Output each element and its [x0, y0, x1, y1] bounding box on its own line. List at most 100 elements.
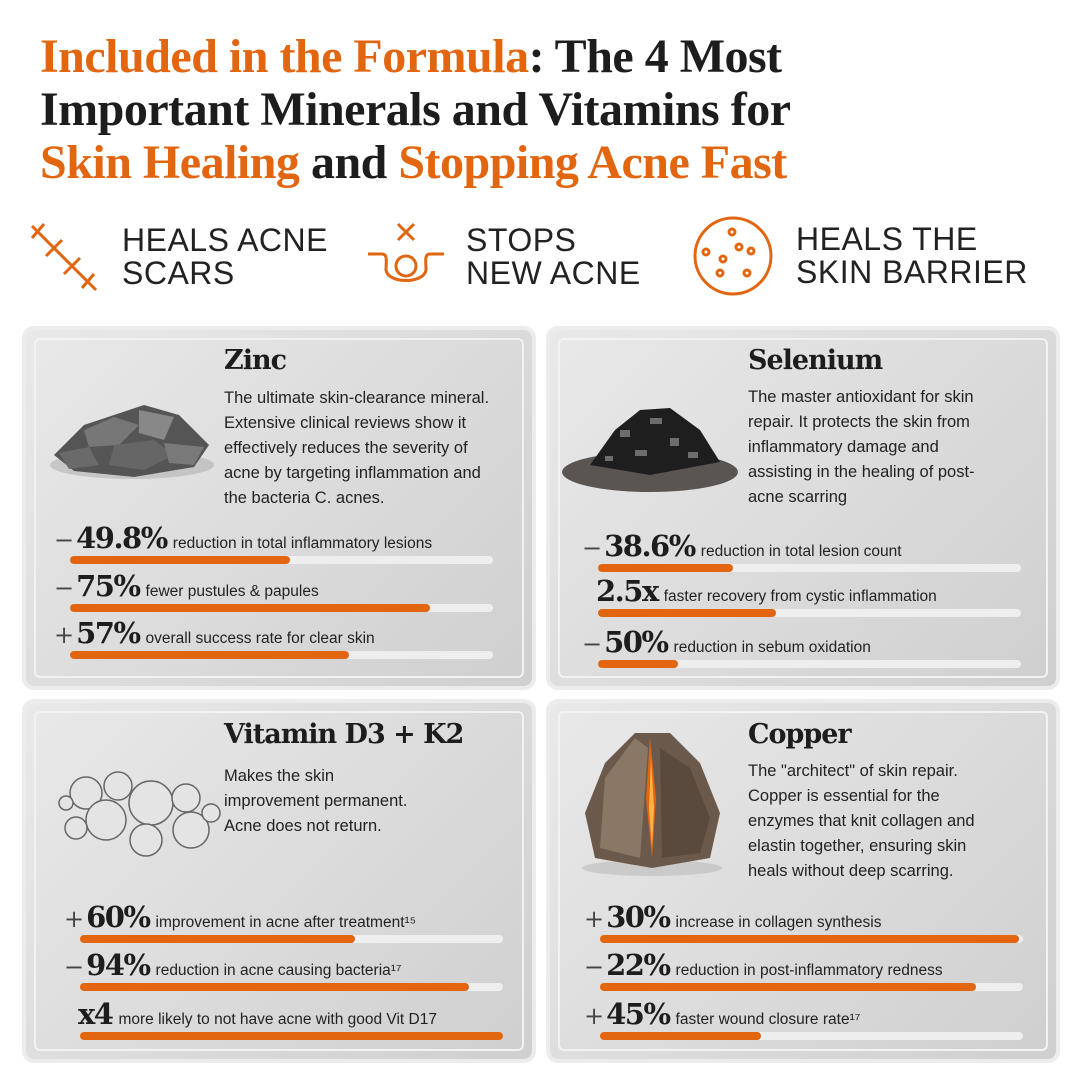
headline-text: and	[299, 136, 399, 189]
stat-value: 22%	[606, 948, 671, 982]
stat-sign: −	[64, 953, 85, 981]
stat-sign: −	[582, 534, 603, 562]
stat-progress-bar	[70, 556, 493, 564]
description-line: repair. It protects the skin from	[748, 413, 970, 431]
headline-line2: Important Minerals and Vitamins for	[40, 83, 791, 136]
stat-progress-fill	[598, 660, 679, 668]
stat-value: 75%	[76, 569, 141, 603]
pore-blemish-icon	[368, 222, 444, 282]
headline: Included in the Formula: The 4 Most Impo…	[40, 30, 791, 189]
stat-progress-bar	[70, 604, 493, 612]
stat-row: −50% reduction in sebum oxidation	[582, 626, 1021, 668]
stat-row: +60% improvement in acne after treatment¹…	[64, 901, 503, 943]
stat-progress-fill	[600, 1032, 761, 1040]
stat-heading: +30% increase in collagen synthesis	[584, 901, 881, 933]
stat-label: reduction in acne causing bacteria¹⁷	[155, 962, 402, 979]
description-line: The "architect" of skin repair.	[748, 762, 958, 780]
headline-accent: Skin Healing	[40, 136, 300, 189]
card-title: Vitamin D3 + K2	[224, 719, 464, 750]
description-line: enzymes that knit collagen and	[748, 812, 975, 830]
stat-sign: −	[584, 953, 605, 981]
description-line: elastin together, ensuring skin	[748, 837, 967, 855]
card-description: The "architect" of skin repair. Copper is…	[748, 759, 975, 884]
headline-text: : The 4 Most	[528, 30, 783, 83]
stat-sign: −	[582, 630, 603, 658]
card-vitamin-d3-k2: Vitamin D3 + K2 Makes the skin improvemen…	[26, 703, 532, 1059]
stat-label: overall success rate for clear skin	[145, 630, 375, 647]
skin-cells-icon	[693, 216, 773, 296]
stat-heading: +45% faster wound closure rate¹⁷	[584, 998, 860, 1030]
card-description: Makes the skin improvement permanent. Acne…	[224, 764, 407, 839]
description-line: improvement permanent.	[224, 792, 408, 810]
softgel-capsules-image	[58, 771, 221, 857]
stat-sign: +	[54, 621, 75, 649]
benefit-label: STOPS	[466, 222, 577, 258]
description-line: Copper is essential for the	[748, 787, 940, 805]
stat-progress-bar	[80, 935, 503, 943]
description-line: acne scarring	[748, 488, 848, 506]
stat-heading: +60% improvement in acne after treatment¹…	[64, 901, 416, 933]
stat-label: reduction in sebum oxidation	[673, 639, 871, 656]
stat-heading: 2.5x faster recovery from cystic inflamma…	[582, 575, 937, 607]
stat-label: increase in collagen synthesis	[675, 914, 882, 931]
card-description: The ultimate skin-clearance mineral. Exte…	[224, 386, 489, 511]
headline-accent: Included in the Formula	[40, 30, 529, 83]
stat-value: 57%	[76, 616, 141, 650]
stat-value: 50%	[604, 625, 669, 659]
stat-progress-fill	[70, 556, 290, 564]
stat-label: reduction in post-inflammatory redness	[675, 962, 943, 979]
card-copper: Copper The "architect" of skin repair. Co…	[550, 703, 1056, 1059]
stat-value: 49.8%	[76, 521, 168, 555]
stat-progress-bar	[600, 935, 1023, 943]
stat-heading: −94% reduction in acne causing bacteria¹⁷	[64, 949, 402, 981]
stat-sign: +	[64, 905, 85, 933]
stat-sign: −	[54, 526, 75, 554]
stat-value: 94%	[86, 948, 151, 982]
benefit-label: NEW ACNE	[466, 255, 641, 291]
stat-row: +30% increase in collagen synthesis	[584, 901, 1023, 943]
stat-row: −38.6% reduction in total lesion count	[582, 530, 1021, 572]
stat-label: reduction in total lesion count	[700, 543, 902, 560]
stat-value: 45%	[606, 997, 671, 1031]
card-title: Selenium	[748, 345, 883, 376]
description-line: inflammatory damage and	[748, 438, 939, 456]
stat-progress-bar	[600, 1032, 1023, 1040]
stat-progress-bar	[598, 564, 1021, 572]
description-line: heals without deep scarring.	[748, 862, 954, 880]
stat-row: −49.8% reduction in total inflammatory le…	[54, 521, 493, 564]
stat-progress-fill	[70, 604, 430, 612]
stat-value: x4	[78, 997, 114, 1031]
stat-heading: −22% reduction in post-inflammatory redne…	[584, 949, 943, 981]
benefit-heals-scars: HEALS ACNE SCARS	[30, 222, 328, 292]
description-line: Makes the skin	[224, 767, 335, 785]
stat-progress-bar	[80, 1032, 503, 1040]
headline-accent: Stopping Acne Fast	[398, 136, 787, 189]
description-line: The ultimate skin-clearance mineral.	[224, 389, 490, 407]
stat-progress-fill	[80, 983, 470, 991]
stat-progress-fill	[600, 935, 1019, 943]
stat-row: +45% faster wound closure rate¹⁷	[584, 998, 1023, 1040]
stat-heading: −50% reduction in sebum oxidation	[582, 626, 871, 658]
zinc-rocks-image	[50, 405, 214, 479]
description-line: effectively reduces the severity of	[224, 439, 468, 457]
stat-row: −75% fewer pustules & papules	[54, 570, 493, 612]
description-line: Extensive clinical reviews show it	[224, 414, 467, 432]
benefit-label: HEALS THE	[796, 221, 978, 257]
benefit-label: SCARS	[122, 255, 235, 291]
stat-label: improvement in acne after treatment¹⁵	[155, 914, 417, 931]
stat-progress-fill	[598, 564, 734, 572]
card-selenium: Selenium The master antioxidant for skin…	[550, 330, 1056, 686]
stat-label: more likely to not have acne with good V…	[118, 1011, 437, 1028]
stat-heading: −38.6% reduction in total lesion count	[582, 530, 902, 562]
stat-value: 60%	[86, 900, 151, 934]
stat-progress-fill	[70, 651, 350, 659]
description-line: acne by targeting inflammation and	[224, 464, 481, 482]
stat-label: fewer pustules & papules	[145, 583, 319, 600]
benefit-label: SKIN BARRIER	[796, 254, 1028, 290]
stat-progress-fill	[600, 983, 977, 991]
stat-heading: −75% fewer pustules & papules	[54, 570, 319, 602]
crosshatch-scar-icon	[30, 223, 98, 292]
stat-label: reduction in total inflammatory lesions	[172, 535, 433, 552]
card-title: Zinc	[224, 345, 287, 376]
card-title: Copper	[748, 719, 852, 750]
